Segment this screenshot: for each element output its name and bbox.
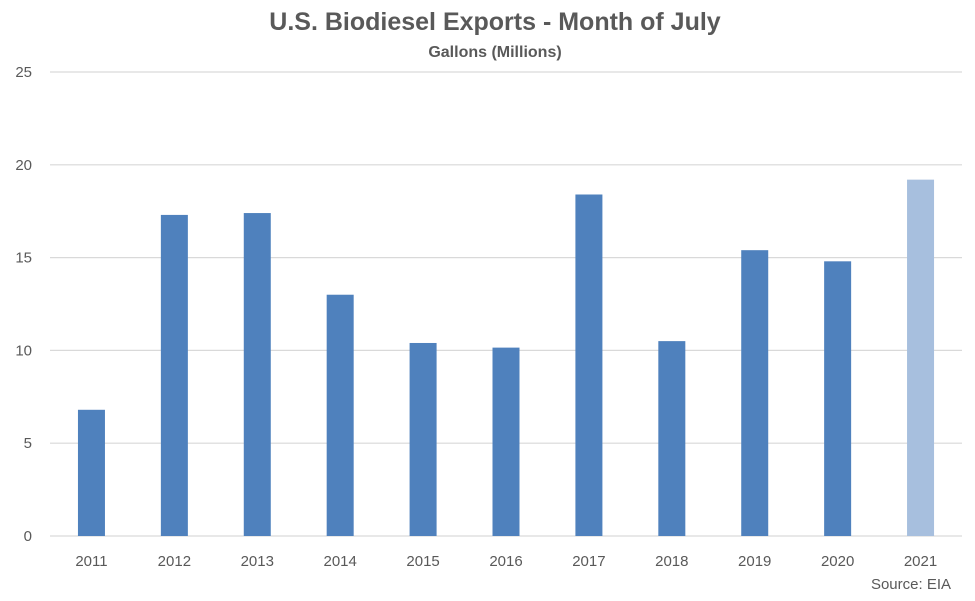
bar-2011 <box>77 409 105 536</box>
x-tick-label: 2019 <box>738 553 771 570</box>
y-tick-label: 0 <box>24 528 32 545</box>
x-tick-label: 2017 <box>572 553 605 570</box>
bar-2020 <box>824 261 852 536</box>
source-note: Source: EIA <box>870 576 951 593</box>
x-tick-label: 2015 <box>406 553 439 570</box>
y-tick-label: 20 <box>15 157 32 174</box>
bar-2014 <box>326 294 354 536</box>
y-tick-label: 15 <box>15 250 32 267</box>
bar-2021 <box>907 179 935 536</box>
y-tick-label: 10 <box>15 342 32 359</box>
bar-2017 <box>575 194 603 536</box>
bar-2016 <box>492 347 520 536</box>
bar-2018 <box>658 341 686 536</box>
y-tick-label: 25 <box>15 64 32 81</box>
chart-subtitle: Gallons (Millions) <box>428 44 562 61</box>
y-axis-tick-labels: 0 5 10 15 20 25 <box>15 64 32 545</box>
x-tick-label: 2013 <box>241 553 274 570</box>
bar-2012 <box>160 214 188 537</box>
x-axis-tick-labels: 2011 2012 2013 2014 2015 2016 2017 2018 2019 2020… <box>75 553 937 570</box>
x-tick-label: 2014 <box>323 553 356 570</box>
bars <box>77 179 935 537</box>
bar-2013 <box>243 213 271 536</box>
x-tick-label: 2020 <box>821 553 854 570</box>
x-tick-label: 2021 <box>904 553 937 570</box>
x-tick-label: 2018 <box>655 553 688 570</box>
chart-title: U.S. Biodiesel Exports - Month of July <box>269 8 721 36</box>
x-tick-label: 2011 <box>75 553 107 570</box>
bar-2019 <box>741 250 769 536</box>
y-tick-label: 5 <box>24 435 32 452</box>
x-tick-label: 2016 <box>489 553 522 570</box>
bar-2015 <box>409 342 437 536</box>
x-tick-label: 2012 <box>158 553 191 570</box>
